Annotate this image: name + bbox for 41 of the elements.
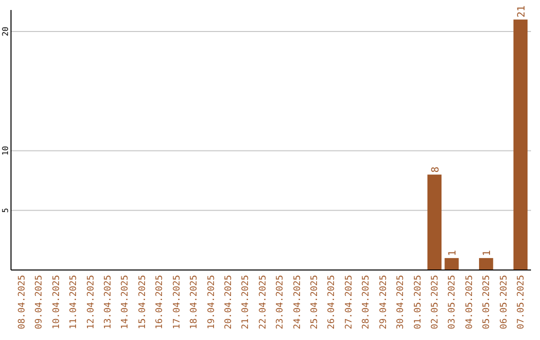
- x-tick-label: 22.04.2025: [258, 275, 268, 330]
- x-tick-label: 29.04.2025: [378, 275, 389, 330]
- x-tick-label: 09.04.2025: [34, 275, 45, 330]
- x-tick-label: 24.04.2025: [292, 275, 303, 330]
- y-tick-label: 20: [1, 26, 10, 36]
- x-tick-label: 21.04.2025: [241, 275, 252, 330]
- x-tick-label: 05.05.2025: [482, 275, 492, 330]
- bar: [444, 258, 459, 270]
- x-tick-label: 11.04.2025: [69, 275, 80, 330]
- x-tick-label: 26.04.2025: [327, 275, 338, 330]
- data-label: 21: [516, 5, 528, 18]
- x-tick-label: 10.04.2025: [52, 275, 62, 330]
- x-tick-label: 18.04.2025: [190, 275, 200, 330]
- x-tick-label: 30.04.2025: [396, 275, 406, 330]
- x-tick-label: 08.04.2025: [17, 275, 28, 330]
- x-tick-label: 14.04.2025: [120, 275, 131, 330]
- x-tick-label: 07.05.2025: [516, 275, 527, 330]
- x-tick-label: 13.04.2025: [104, 275, 114, 330]
- x-tick-label: 25.04.2025: [310, 275, 320, 330]
- y-tick-label: 10: [1, 146, 10, 156]
- x-tick-label: 01.05.2025: [413, 275, 424, 330]
- x-tick-label: 17.04.2025: [172, 275, 182, 330]
- x-tick-label: 06.05.2025: [499, 275, 510, 330]
- x-tick-label: 04.05.2025: [464, 275, 475, 330]
- x-tick-label: 23.04.2025: [276, 275, 286, 330]
- data-label: 8: [430, 166, 442, 173]
- x-tick-label: 27.04.2025: [344, 275, 354, 330]
- y-tick-label: 5: [1, 208, 10, 213]
- data-label: 1: [448, 250, 459, 256]
- x-tick-label: 15.04.2025: [138, 275, 148, 330]
- x-tick-label: 02.05.2025: [430, 275, 440, 330]
- bar: [479, 258, 494, 270]
- x-tick-label: 20.04.2025: [224, 275, 234, 330]
- x-tick-label: 28.04.2025: [362, 275, 372, 330]
- bar: [427, 174, 442, 270]
- x-tick-label: 12.04.2025: [86, 275, 96, 330]
- bar: [513, 20, 528, 270]
- x-tick-label: 03.05.2025: [448, 275, 458, 330]
- x-tick-label: 19.04.2025: [206, 275, 217, 330]
- data-label: 1: [482, 250, 494, 256]
- x-tick-label: 16.04.2025: [155, 275, 166, 330]
